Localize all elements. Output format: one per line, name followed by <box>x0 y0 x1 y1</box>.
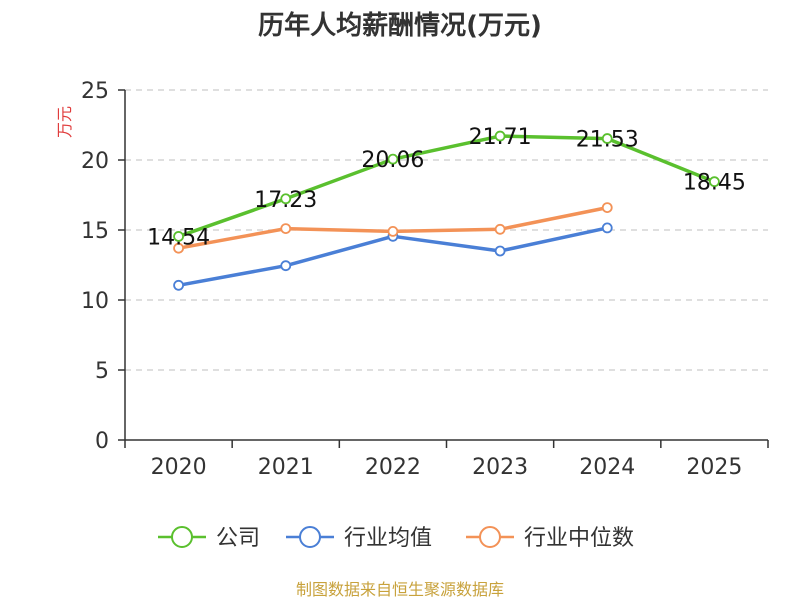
data-point-0-2022 <box>387 153 399 165</box>
series-line-0 <box>178 134 716 239</box>
data-label-2021: 17.23 <box>254 188 317 213</box>
x-tick-label-2024: 2024 <box>579 455 635 480</box>
y-tick-label-25: 25 <box>81 79 109 104</box>
data-point-0-2020 <box>173 231 184 242</box>
y-tick-label-20: 20 <box>81 149 109 174</box>
x-tick-label-2023: 2023 <box>472 455 528 480</box>
data-label-2022: 20.06 <box>361 148 424 173</box>
data-label-2023: 21.71 <box>469 125 532 150</box>
data-point-1-2021 <box>280 260 292 272</box>
data-point-2-2021 <box>280 223 292 235</box>
data-point-2-2024 <box>601 202 613 214</box>
data-point-1-2020 <box>173 279 184 291</box>
data-point-0-2021 <box>280 193 292 205</box>
data-point-2-2022 <box>387 225 399 237</box>
y-axis-label: 万元 <box>55 106 74 138</box>
legend-label-0: 公司 <box>216 526 260 551</box>
data-point-1-2024 <box>601 222 613 234</box>
data-point-1-2023 <box>494 245 506 257</box>
legend-label-1: 行业均值 <box>344 526 432 551</box>
legend-marker-2 <box>479 526 501 548</box>
legend-label-2: 行业中位数 <box>524 526 634 551</box>
y-tick-label-10: 10 <box>81 289 109 314</box>
data-point-2-2023 <box>494 223 506 235</box>
legend-marker-1 <box>299 526 321 548</box>
data-point-0-2025 <box>709 176 720 188</box>
data-point-0-2024 <box>601 133 613 144</box>
data-point-0-2023 <box>494 130 506 142</box>
x-tick-label-2020: 2020 <box>151 455 207 480</box>
data-point-2-2020 <box>173 242 184 254</box>
data-label-2020: 14.54 <box>147 225 210 250</box>
data-label-2025: 18.45 <box>683 171 746 196</box>
y-tick-label-5: 5 <box>95 359 109 384</box>
y-tick-label-15: 15 <box>81 219 109 244</box>
data-label-2024: 21.53 <box>576 128 639 153</box>
y-tick-label-0: 0 <box>95 429 109 454</box>
legend-marker-0 <box>171 526 193 548</box>
x-tick-label-2022: 2022 <box>365 455 421 480</box>
x-tick-label-2021: 2021 <box>258 455 314 480</box>
chart-title: 历年人均薪酬情况(万元) <box>258 10 542 41</box>
x-tick-label-2025: 2025 <box>686 455 742 480</box>
source-note: 制图数据来自恒生聚源数据库 <box>296 580 504 599</box>
